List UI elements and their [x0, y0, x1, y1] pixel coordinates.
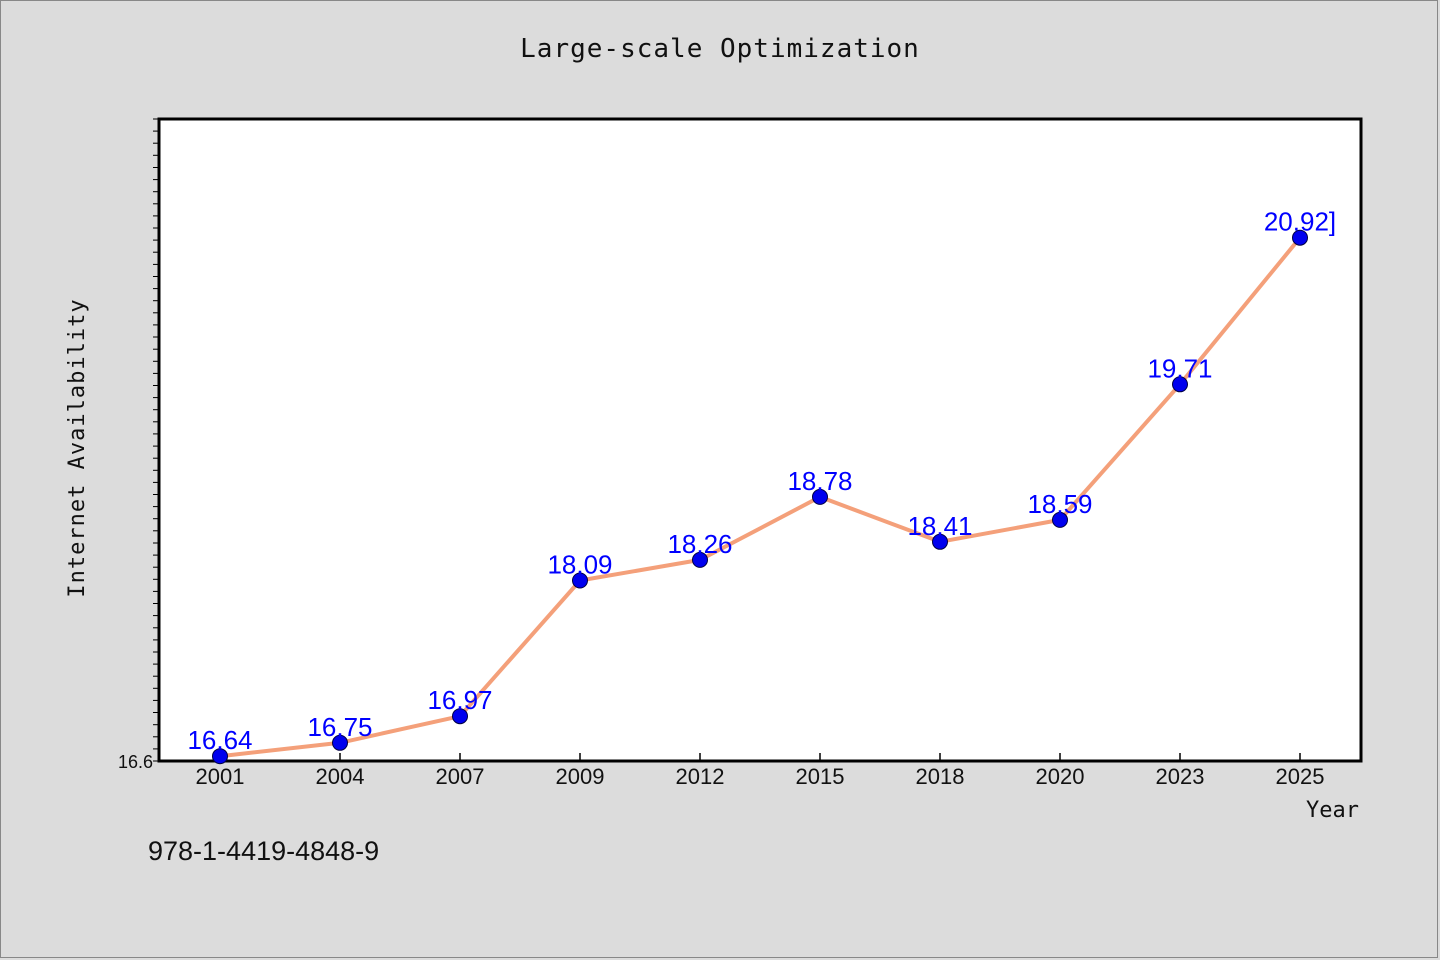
y-axis-label: Internet Availability	[65, 298, 90, 597]
data-label: 18.09	[547, 550, 612, 580]
data-point	[572, 572, 588, 589]
chart-title: Large-scale Optimization	[520, 34, 920, 64]
x-tick-label: 2007	[436, 764, 485, 789]
data-point	[1292, 229, 1308, 246]
data-label: 18.26	[667, 529, 732, 559]
isbn-footer: 978-1-4419-4848-9	[148, 836, 380, 866]
data-label: 18.41	[907, 511, 972, 541]
data-label: 19.71	[1147, 353, 1212, 383]
y-tick-label: 16.6	[118, 752, 153, 772]
x-tick-label: 2001	[196, 764, 245, 789]
series-group: 16.64 16.75 16.97 18.09 18.26 18.78 18.41 18.59…	[187, 207, 1336, 765]
x-tick-label: 2025	[1276, 764, 1325, 789]
data-label: 18.78	[787, 466, 852, 496]
data-point	[452, 708, 468, 725]
data-point	[692, 551, 708, 568]
x-tick-label: 2009	[556, 764, 605, 789]
data-point	[1052, 511, 1068, 528]
data-label: 16.97	[427, 685, 492, 715]
x-tick-label: 2015	[796, 764, 845, 789]
x-tick-label: 2023	[1156, 764, 1205, 789]
x-tick-label: 2018	[916, 764, 965, 789]
data-label: 20.92]	[1264, 207, 1336, 237]
data-label: 16.64	[187, 725, 252, 755]
x-tick-label: 2004	[316, 764, 365, 789]
data-label: 18.59	[1027, 489, 1092, 519]
data-point	[1172, 376, 1188, 393]
x-tick-label: 2012	[676, 764, 725, 789]
y-axis-ticks: 16.6	[118, 118, 159, 772]
data-point	[212, 748, 228, 765]
x-tick-label: 2020	[1036, 764, 1085, 789]
data-label: 16.75	[307, 712, 372, 742]
data-point	[812, 488, 828, 505]
x-axis-label: Year	[1306, 798, 1359, 823]
x-axis-ticks: 2001 2004 2007 2009 2012 2015 2018 2020 2023 2025	[196, 753, 1325, 789]
data-point	[932, 533, 948, 550]
plot-area	[157, 117, 1363, 763]
data-point	[332, 734, 348, 751]
series-line	[219, 236, 1302, 759]
